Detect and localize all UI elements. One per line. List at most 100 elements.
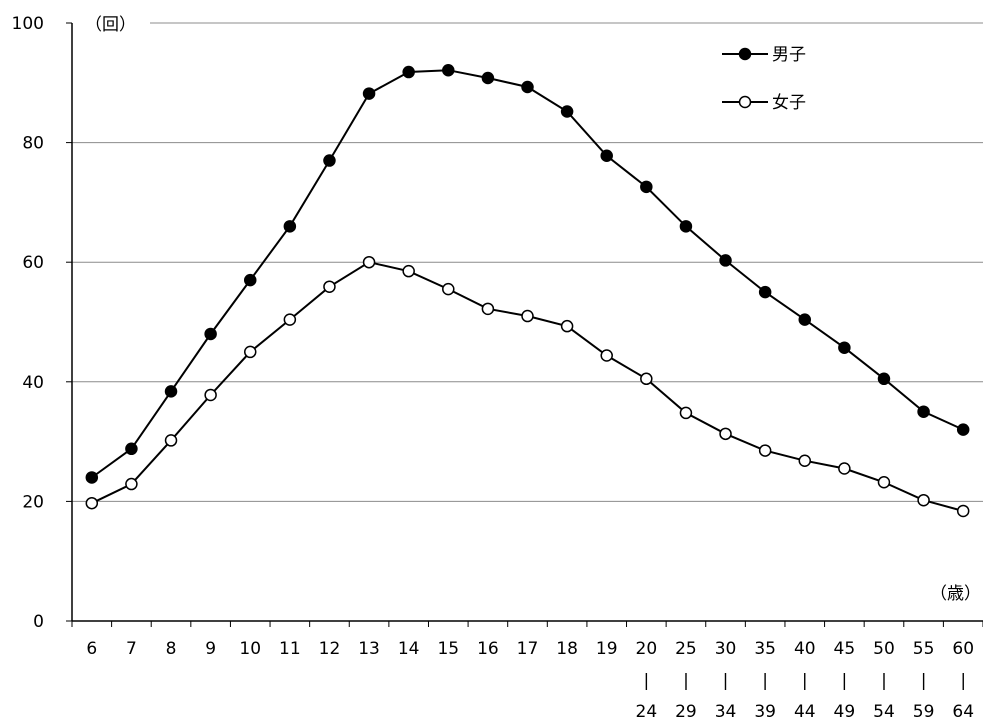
data-point-series-2 <box>85 496 99 510</box>
data-point-series-1 <box>362 87 376 100</box>
data-point-series-2 <box>164 434 178 447</box>
x-tick-separator: | <box>881 671 887 691</box>
gridlines <box>72 22 983 502</box>
x-tick-label: 14 <box>398 639 420 659</box>
data-point-series-1 <box>917 405 930 418</box>
x-tick-label-bottom: 54 <box>873 702 895 722</box>
x-tick-label: 6 <box>86 639 97 659</box>
series-line-2 <box>91 261 964 512</box>
y-tick-label: 100 <box>12 14 44 34</box>
data-point-series-2 <box>560 319 574 333</box>
y-tick-label: 20 <box>22 492 44 512</box>
data-point-series-1 <box>402 65 415 79</box>
data-point-series-2 <box>125 477 138 491</box>
x-tick-label: 25 <box>675 639 697 659</box>
x-tick-label-bottom: 39 <box>754 702 776 722</box>
data-point-series-2 <box>521 309 534 323</box>
y-unit-label: （回） <box>85 15 136 35</box>
x-tick-label: 40 <box>794 639 816 659</box>
x-tick-label: 8 <box>166 639 177 659</box>
data-point-series-1 <box>125 442 138 456</box>
x-tick-label-bottom: 24 <box>636 702 658 722</box>
x-tick-label: 12 <box>319 639 341 659</box>
data-point-series-2 <box>956 504 970 518</box>
y-tick-label: 80 <box>22 134 44 154</box>
data-point-series-1 <box>758 285 772 299</box>
data-point-series-1 <box>798 313 812 326</box>
x-tick-label: 35 <box>754 639 776 659</box>
y-tick-label: 0 <box>33 612 44 632</box>
data-point-series-1 <box>164 385 178 398</box>
x-tick-label: 16 <box>477 639 499 659</box>
data-point-series-1 <box>560 105 574 118</box>
data-point-series-1 <box>204 327 217 341</box>
x-tick-separator: | <box>643 671 649 691</box>
data-point-series-1 <box>679 220 693 233</box>
data-point-series-1 <box>640 180 653 194</box>
x-tick-separator: | <box>842 671 848 691</box>
x-tick-label: 18 <box>556 639 578 659</box>
legend-marker <box>738 47 752 61</box>
x-tick-label: 60 <box>952 639 974 659</box>
data-point-series-1 <box>442 63 455 77</box>
data-point-series-1 <box>481 71 495 85</box>
series-group <box>85 63 970 518</box>
data-point-series-1 <box>719 254 732 267</box>
data-point-series-2 <box>283 313 297 326</box>
x-tick-label-bottom: 64 <box>952 702 974 722</box>
x-tick-separator: | <box>683 671 689 691</box>
x-tick-label: 20 <box>636 639 658 659</box>
data-point-series-2 <box>442 282 455 296</box>
data-point-series-1 <box>877 372 891 386</box>
x-tick-label: 19 <box>596 639 618 659</box>
data-point-series-2 <box>838 462 851 475</box>
series-line-1 <box>91 69 964 479</box>
data-point-series-1 <box>600 149 613 163</box>
axes: 0 20 40 60 80 100 6 7 8 9 10 11 12 13 14 15 16 17 18 19 20 | 2… <box>12 14 983 722</box>
data-point-series-2 <box>640 372 653 386</box>
x-tick-label: 15 <box>437 639 459 659</box>
x-tick-label: 50 <box>873 639 895 659</box>
x-tick-label: 13 <box>358 639 380 659</box>
y-tick-label: 40 <box>22 373 44 393</box>
x-tick-label: 45 <box>834 639 856 659</box>
x-tick-label: 7 <box>126 639 137 659</box>
x-tick-label-bottom: 29 <box>675 702 697 722</box>
x-tick-separator: | <box>960 671 966 691</box>
data-point-series-1 <box>956 423 970 436</box>
x-tick-label: 17 <box>517 639 539 659</box>
data-point-series-2 <box>600 349 613 362</box>
legend-label: 女子 <box>772 93 806 113</box>
x-tick-separator: | <box>723 671 729 691</box>
data-point-series-1 <box>85 471 99 484</box>
data-point-series-1 <box>521 80 534 94</box>
data-point-series-2 <box>243 345 257 359</box>
data-point-series-2 <box>362 255 376 269</box>
x-tick-label: 9 <box>205 639 216 659</box>
data-point-series-2 <box>877 476 891 489</box>
data-point-series-2 <box>798 454 812 467</box>
x-tick-label-bottom: 34 <box>715 702 737 722</box>
x-tick-label: 30 <box>715 639 737 659</box>
data-point-series-1 <box>323 154 336 167</box>
data-point-series-2 <box>758 444 772 457</box>
data-point-series-2 <box>204 388 217 402</box>
x-tick-label-bottom: 44 <box>794 702 816 722</box>
legend-label: 男子 <box>772 45 806 65</box>
x-tick-label-bottom: 49 <box>834 702 856 722</box>
data-point-series-1 <box>838 341 851 354</box>
data-point-series-2 <box>402 264 415 278</box>
x-tick-label-bottom: 59 <box>913 702 935 722</box>
data-point-series-2 <box>679 406 693 420</box>
x-tick-label: 11 <box>279 639 301 659</box>
x-tick-label: 10 <box>239 639 261 659</box>
y-tick-label: 60 <box>22 253 44 273</box>
data-point-series-2 <box>323 280 336 293</box>
data-point-series-2 <box>719 427 732 441</box>
data-point-series-2 <box>917 493 930 507</box>
x-tick-label: 55 <box>913 639 935 659</box>
legend-marker <box>738 95 752 109</box>
x-tick-separator: | <box>762 671 768 691</box>
